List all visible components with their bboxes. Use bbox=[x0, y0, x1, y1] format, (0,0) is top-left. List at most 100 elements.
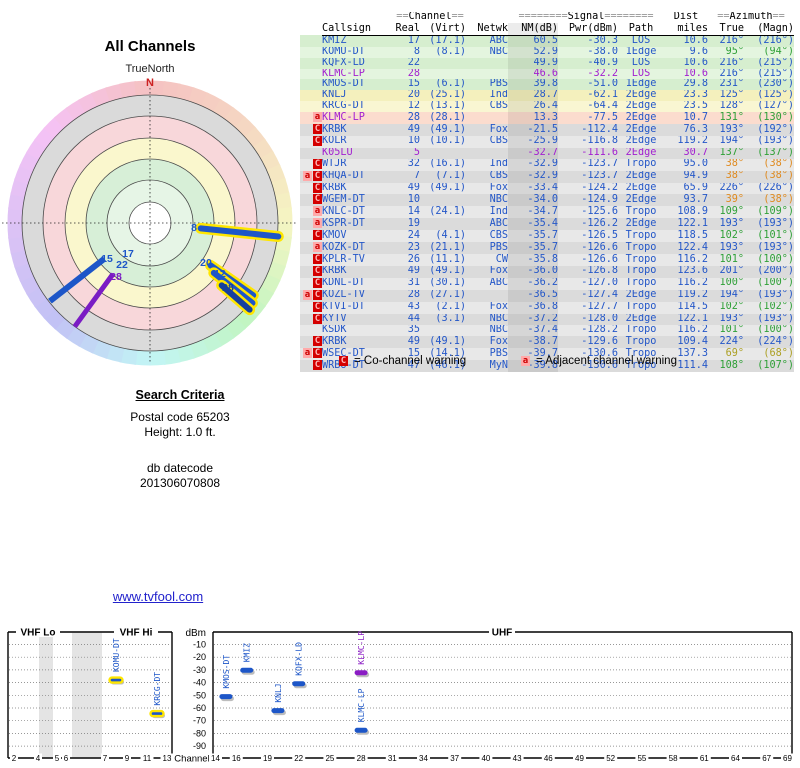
cell-distance: 95.0 bbox=[683, 158, 709, 170]
cell-real-channel: 28 bbox=[407, 112, 420, 123]
cell-callsign: KDNL-DT bbox=[322, 277, 365, 289]
azimuth-hue-ring-segment bbox=[10, 248, 30, 268]
table-row: a KLMC-LP 28 (28.1) 13.3 -77.5 2Edge 10.7 131° (1… bbox=[300, 112, 795, 125]
co-channel-warning-icon: C bbox=[313, 277, 322, 288]
x-tick-label: 43 bbox=[513, 754, 522, 763]
cell-virtual-channel: (49.1) bbox=[429, 265, 466, 277]
north-letter: N bbox=[146, 77, 154, 89]
cell-magnetic-azimuth: (101°) bbox=[757, 230, 795, 241]
cell-path: Tropo bbox=[625, 242, 657, 253]
cell-true-azimuth: 108° bbox=[719, 360, 745, 371]
azimuth-hue-ring-segment bbox=[200, 332, 223, 354]
band-label: VHF Lo bbox=[21, 628, 56, 639]
cell-distance: 108.9 bbox=[677, 206, 709, 217]
datecode-label: db datecode bbox=[146, 461, 214, 475]
azimuth-hue-ring-segment bbox=[119, 347, 138, 365]
cell-callsign: KRCG-DT bbox=[322, 101, 365, 112]
cell-path: 2Edge bbox=[625, 112, 657, 123]
adjacent-channel-warning-icon: a bbox=[303, 289, 312, 300]
cell-true-azimuth: 38° bbox=[725, 158, 745, 170]
azimuth-hue-ring-segment bbox=[252, 138, 274, 161]
x-tick-bg bbox=[541, 753, 555, 763]
cell-real-channel: 14 bbox=[407, 206, 420, 217]
cell-power: -64.4 bbox=[587, 101, 618, 112]
cell-warnings: C bbox=[300, 158, 322, 171]
cell-virtual-channel: (2.1) bbox=[435, 301, 466, 313]
cell-noise-margin: -39.8 bbox=[508, 360, 558, 373]
signal-marker-KMIZ bbox=[240, 667, 254, 673]
cell-power: -124.9 bbox=[581, 194, 618, 205]
cell-real-channel: 31 bbox=[407, 277, 420, 289]
cell-true-azimuth: 231° bbox=[719, 79, 745, 90]
cell-network: CBS bbox=[489, 230, 508, 241]
co-channel-warning-icon: C bbox=[313, 348, 322, 359]
table-row: a C KOZL-TV 28 (27.1) -36.5 -127.4 2Edge 119.2 19… bbox=[300, 289, 795, 302]
station-table: ==Channel== ========Signal======== Dist … bbox=[300, 12, 795, 373]
azimuth-hue-ring-segment bbox=[19, 150, 41, 173]
station-line-KLMC-LP bbox=[218, 282, 253, 313]
cell-virtual-channel: (8.1) bbox=[435, 46, 466, 57]
cell-power: -125.6 bbox=[581, 206, 618, 217]
cell-network: Ind bbox=[489, 206, 508, 217]
cell-real-channel: 20 bbox=[407, 90, 420, 101]
cell-true-azimuth: 193° bbox=[719, 218, 745, 229]
cell-network: PBS bbox=[489, 348, 508, 359]
table-row: a KNLC-DT 14 (24.1) Ind -34.7 -125.6 Tropo 108.9… bbox=[300, 206, 795, 219]
cell-real-channel: 24 bbox=[407, 230, 420, 241]
cell-path: 2Edge bbox=[625, 289, 657, 301]
azimuth-hue-ring-segment bbox=[162, 347, 181, 365]
cell-callsign: KSPR-DT bbox=[322, 218, 365, 229]
cell-noise-margin: -34.7 bbox=[508, 206, 558, 219]
cell-power: -40.9 bbox=[587, 57, 618, 68]
cell-path: 2Edge bbox=[625, 90, 657, 101]
cell-warnings: C bbox=[300, 194, 322, 206]
azimuth-hue-ring-segment bbox=[259, 150, 281, 173]
cell-warnings bbox=[300, 79, 322, 90]
table-header-group-row: ==Channel== ========Signal======== Dist … bbox=[300, 12, 794, 23]
cell-power: -30.3 bbox=[587, 35, 618, 46]
cell-noise-margin: -32.7 bbox=[508, 147, 558, 159]
cell-path: LOS bbox=[631, 57, 651, 68]
cell-magnetic-azimuth: (100°) bbox=[757, 254, 795, 265]
cell-callsign: KQFX-LD bbox=[322, 57, 365, 68]
cell-distance: 116.2 bbox=[677, 325, 709, 336]
cell-path: 2Edge bbox=[625, 194, 657, 205]
azimuth-hue-ring-segment bbox=[234, 116, 257, 139]
cell-distance: 10.6 bbox=[683, 35, 709, 46]
adjacent-channel-warning-icon: a bbox=[521, 356, 530, 366]
azimuth-hue-ring-segment bbox=[175, 83, 195, 103]
x-tick-bg bbox=[604, 753, 618, 763]
cell-virtual-channel bbox=[420, 69, 466, 80]
cell-distance: 119.2 bbox=[677, 135, 709, 147]
cell-power: -124.2 bbox=[581, 182, 618, 194]
x-tick-bg bbox=[697, 753, 711, 763]
azimuth-hue-ring-segment bbox=[10, 178, 30, 198]
azimuth-hue-ring-segment bbox=[34, 126, 56, 149]
tvfool-link[interactable]: www.tvfool.com bbox=[112, 589, 204, 604]
cell-noise-margin: -35.4 bbox=[508, 218, 558, 231]
azimuth-hue-ring-segment bbox=[53, 107, 76, 129]
header-virt: (Virt) bbox=[420, 23, 466, 36]
adjacent-channel-warning-icon: a bbox=[303, 348, 312, 359]
x-tick-bg bbox=[53, 753, 61, 763]
x-tick-bg bbox=[323, 753, 337, 763]
cell-virtual-channel: (14.1) bbox=[429, 348, 466, 359]
table-row: C KOLR 10 (10.1) CBS -25.9 -116.8 2Edge 119.2 194… bbox=[300, 135, 795, 148]
cell-noise-margin: 60.5 bbox=[508, 35, 558, 47]
azimuth-hue-ring-segment bbox=[26, 285, 48, 308]
cell-callsign: KOMU-DT bbox=[322, 46, 365, 57]
station-label-KQFX-LD: KQFX-LD bbox=[295, 642, 304, 676]
cell-warnings: C bbox=[300, 230, 322, 242]
cell-magnetic-azimuth: (100°) bbox=[757, 325, 795, 336]
band-label: VHF Hi bbox=[120, 628, 153, 639]
station-channel-label: 28 bbox=[222, 282, 234, 294]
adjacent-channel-warning-icon: a bbox=[313, 206, 322, 217]
x-tick-label: 34 bbox=[419, 754, 428, 763]
cell-noise-margin: -25.9 bbox=[508, 135, 558, 148]
x-tick-bg bbox=[760, 753, 774, 763]
x-tick-bg bbox=[729, 753, 742, 763]
cell-noise-margin: -21.5 bbox=[508, 124, 558, 136]
azimuth-hue-ring-segment bbox=[43, 307, 66, 330]
